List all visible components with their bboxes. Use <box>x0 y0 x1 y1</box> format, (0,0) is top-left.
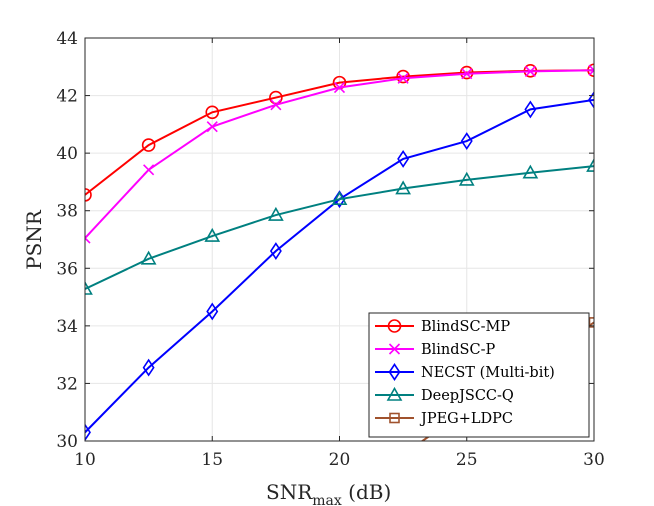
legend-label: DeepJSCC-Q <box>421 388 514 404</box>
data-point <box>140 250 157 265</box>
data-point <box>524 100 537 119</box>
data-point <box>588 64 594 76</box>
legend-item: BlindSC-P <box>375 342 495 358</box>
x-tick-label: 15 <box>201 450 223 470</box>
series-line <box>85 165 594 290</box>
legend-item: JPEG+LDPC <box>375 411 513 427</box>
data-point <box>206 302 219 321</box>
legend-item: NECST (Multi-bit) <box>375 363 555 381</box>
data-point <box>396 69 410 84</box>
legend: BlindSC-MP BlindSC-P NECST (Multi-bit) Deep… <box>368 312 590 438</box>
data-point <box>269 90 283 105</box>
data-point <box>331 191 348 205</box>
data-point <box>397 149 410 168</box>
y-tick-label: 42 <box>56 87 78 107</box>
data-point <box>85 280 93 295</box>
legend-item: BlindSC-MP <box>375 319 510 335</box>
data-point <box>206 121 218 133</box>
data-point <box>460 132 473 150</box>
data-point <box>586 157 594 172</box>
data-point <box>268 206 284 221</box>
y-tick-label: 38 <box>56 202 78 222</box>
data-point <box>204 227 221 242</box>
y-tick-label: 30 <box>56 432 78 452</box>
data-point <box>395 180 411 195</box>
data-point <box>333 81 346 94</box>
legend-items: BlindSC-MP BlindSC-P NECST (Multi-bit) Deep… <box>375 319 555 427</box>
grid <box>84 37 595 442</box>
y-tick-label: 32 <box>56 374 78 394</box>
x-tick-label: 25 <box>456 450 478 470</box>
data-point <box>143 164 155 176</box>
data-point <box>524 65 536 77</box>
data-point <box>85 232 91 244</box>
legend-label: NECST (Multi-bit) <box>421 365 555 381</box>
data-point <box>142 358 155 377</box>
legend-marker <box>387 319 402 333</box>
data-point <box>270 99 282 111</box>
series-deepjscc-q <box>85 157 594 295</box>
data-point <box>461 68 473 80</box>
y-axis-label: PSNR <box>22 209 46 270</box>
y-tick-label: 34 <box>56 317 78 337</box>
legend-marker <box>389 412 400 424</box>
data-point <box>458 171 475 186</box>
legend-label: BlindSC-MP <box>421 319 510 335</box>
ticks: 10 15 20 25 30 30 32 34 36 38 40 42 44 <box>56 29 604 470</box>
x-axis-label-unit: (dB) <box>348 480 391 504</box>
data-point <box>522 164 539 179</box>
data-point <box>205 105 220 120</box>
series-blindsc-p <box>85 64 594 244</box>
legend-label: BlindSC-P <box>421 342 495 358</box>
legend-item: DeepJSCC-Q <box>375 386 514 404</box>
data-point <box>85 188 92 202</box>
y-tick-label: 36 <box>56 259 78 279</box>
y-tick-label: 40 <box>56 144 78 164</box>
data-point <box>85 423 91 441</box>
y-tick-label: 44 <box>56 29 78 49</box>
x-tick-label: 10 <box>74 450 96 470</box>
legend-marker <box>388 343 401 355</box>
x-axis-label-sub: max <box>312 493 342 506</box>
x-axis-label: SNRmax (dB) <box>266 480 391 506</box>
data-point <box>141 138 156 152</box>
legend-marker <box>388 363 401 381</box>
x-axis-label-main: SNR <box>266 480 313 504</box>
x-tick-label: 30 <box>583 450 605 470</box>
legend-marker <box>386 386 403 401</box>
x-tick-label: 20 <box>329 450 351 470</box>
data-point <box>333 190 346 209</box>
legend-label: JPEG+LDPC <box>419 411 513 427</box>
legend-box <box>368 312 590 438</box>
data-point <box>397 72 409 84</box>
data-point <box>588 90 594 109</box>
data-point <box>269 242 282 260</box>
